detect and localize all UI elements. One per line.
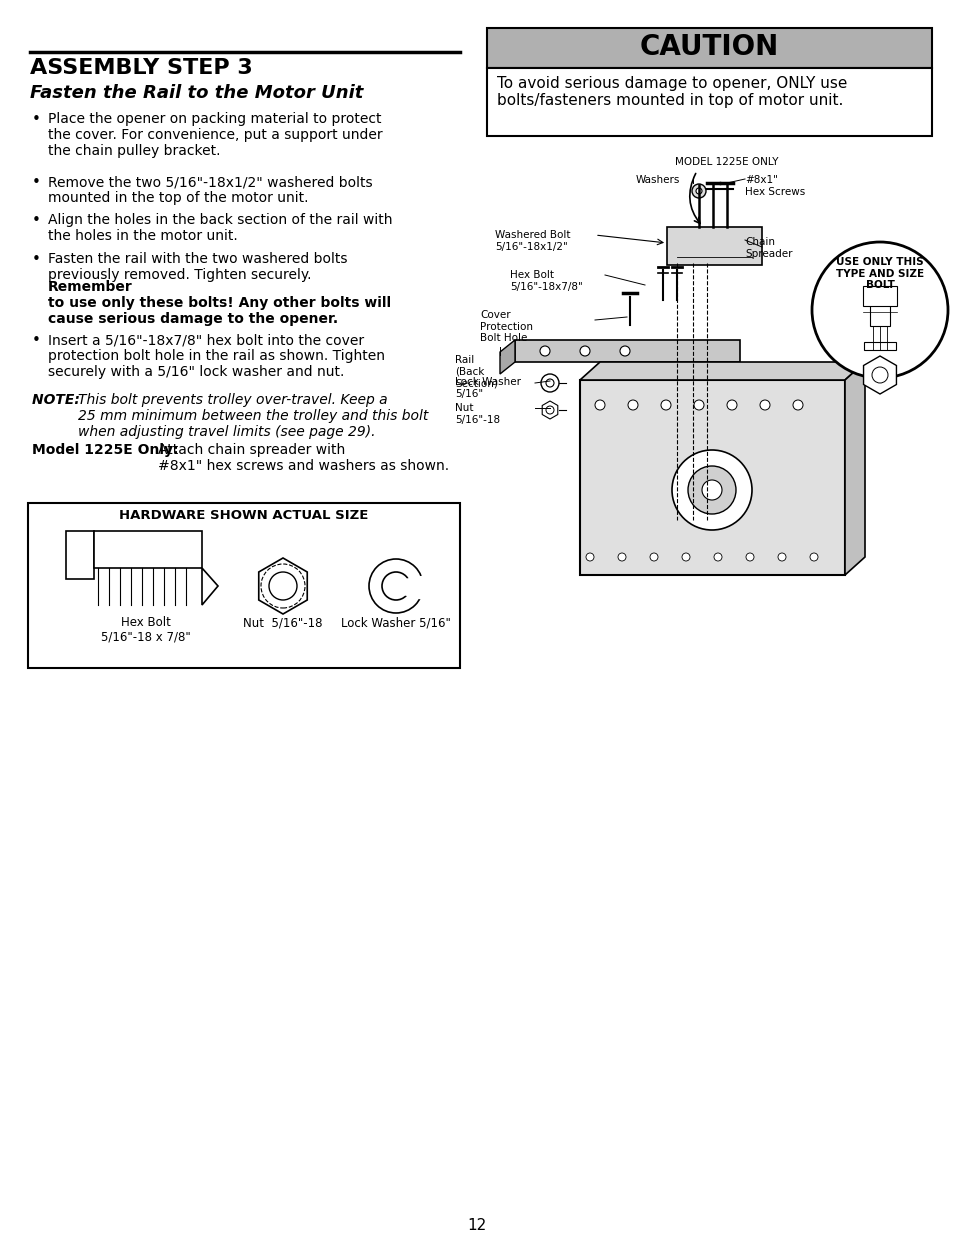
Circle shape	[691, 184, 705, 198]
Bar	[486, 68, 931, 136]
Circle shape	[745, 553, 753, 561]
Text: Nut  5/16"-18: Nut 5/16"-18	[243, 616, 322, 629]
Bar	[579, 380, 844, 576]
Circle shape	[681, 553, 689, 561]
Polygon shape	[499, 340, 515, 374]
Polygon shape	[844, 362, 864, 576]
Circle shape	[811, 242, 947, 378]
Circle shape	[778, 553, 785, 561]
Text: Hex Bolt
5/16"-18 x 7/8": Hex Bolt 5/16"-18 x 7/8"	[101, 616, 191, 643]
Text: CAUTION: CAUTION	[639, 33, 779, 61]
Circle shape	[539, 346, 550, 356]
Text: MODEL 1225E ONLY: MODEL 1225E ONLY	[675, 157, 778, 167]
Bar	[863, 342, 895, 350]
Circle shape	[713, 553, 721, 561]
Circle shape	[792, 400, 802, 410]
Circle shape	[369, 559, 422, 613]
Text: Lock Washer 5/16": Lock Washer 5/16"	[341, 616, 451, 629]
Circle shape	[701, 480, 721, 500]
Circle shape	[545, 379, 554, 387]
Text: Rail
(Back
Section): Rail (Back Section)	[455, 354, 497, 388]
Text: Nut
5/16"-18: Nut 5/16"-18	[455, 403, 499, 425]
Circle shape	[693, 400, 703, 410]
Text: Washers: Washers	[635, 175, 679, 185]
Polygon shape	[395, 580, 426, 597]
Circle shape	[269, 572, 296, 600]
Circle shape	[726, 400, 737, 410]
Text: Lock Washer
5/16": Lock Washer 5/16"	[455, 377, 520, 399]
Circle shape	[687, 466, 735, 514]
Circle shape	[760, 400, 769, 410]
Polygon shape	[258, 558, 307, 614]
Circle shape	[595, 400, 604, 410]
Text: Cover
Protection
Bolt Hole: Cover Protection Bolt Hole	[479, 310, 533, 343]
Circle shape	[696, 188, 701, 194]
Text: Hex Bolt
5/16"-18x7/8": Hex Bolt 5/16"-18x7/8"	[510, 270, 582, 291]
Circle shape	[618, 553, 625, 561]
Polygon shape	[862, 356, 896, 394]
Text: 12: 12	[467, 1218, 486, 1233]
Text: Align the holes in the back section of the rail with
the holes in the motor unit: Align the holes in the back section of t…	[48, 212, 392, 243]
Text: Fasten the rail with the two washered bolts
previously removed. Tighten securely: Fasten the rail with the two washered bo…	[48, 252, 347, 283]
Text: This bolt prevents trolley over-travel. Keep a
25 mm minimum between the trolley: This bolt prevents trolley over-travel. …	[78, 393, 428, 440]
Text: To avoid serious damage to opener, ONLY use
bolts/fasteners mounted in top of mo: To avoid serious damage to opener, ONLY …	[497, 77, 846, 109]
Text: #8x1"
Hex Screws: #8x1" Hex Screws	[744, 175, 804, 196]
Text: •: •	[32, 212, 41, 228]
Circle shape	[649, 553, 658, 561]
Text: Place the opener on packing material to protect
the cover. For convenience, put : Place the opener on packing material to …	[48, 112, 382, 158]
Text: •: •	[32, 333, 41, 348]
Text: •: •	[32, 175, 41, 190]
Text: USE ONLY THIS
TYPE AND SIZE
BOLT: USE ONLY THIS TYPE AND SIZE BOLT	[835, 257, 923, 290]
Circle shape	[671, 450, 751, 530]
Circle shape	[809, 553, 817, 561]
Bar	[486, 28, 931, 68]
Bar	[94, 531, 202, 568]
Circle shape	[871, 367, 887, 383]
Text: HARDWARE SHOWN ACTUAL SIZE: HARDWARE SHOWN ACTUAL SIZE	[119, 509, 368, 522]
Text: Model 1225E Only:: Model 1225E Only:	[32, 443, 183, 457]
Text: ASSEMBLY STEP 3: ASSEMBLY STEP 3	[30, 58, 253, 78]
Bar	[862, 287, 896, 306]
Text: Washered Bolt
5/16"-18x1/2": Washered Bolt 5/16"-18x1/2"	[495, 230, 570, 252]
Text: •: •	[32, 112, 41, 127]
Circle shape	[540, 374, 558, 391]
Text: Attach chain spreader with
#8x1" hex screws and washers as shown.: Attach chain spreader with #8x1" hex scr…	[158, 443, 449, 473]
Bar	[666, 227, 761, 266]
Text: •: •	[32, 252, 41, 267]
Text: Remember
to use only these bolts! Any other bolts will
cause serious damage to t: Remember to use only these bolts! Any ot…	[48, 280, 391, 326]
Text: Fasten the Rail to the Motor Unit: Fasten the Rail to the Motor Unit	[30, 84, 363, 103]
Circle shape	[579, 346, 589, 356]
Polygon shape	[579, 362, 864, 380]
Circle shape	[627, 400, 638, 410]
Circle shape	[585, 553, 594, 561]
Text: Chain
Spreader: Chain Spreader	[744, 237, 792, 258]
Bar	[515, 340, 740, 362]
Polygon shape	[202, 568, 218, 605]
Bar	[66, 531, 94, 579]
Bar	[28, 503, 459, 668]
Circle shape	[381, 572, 410, 600]
Circle shape	[545, 406, 554, 414]
Circle shape	[619, 346, 629, 356]
Text: Insert a 5/16"-18x7/8" hex bolt into the cover
protection bolt hole in the rail : Insert a 5/16"-18x7/8" hex bolt into the…	[48, 333, 385, 379]
Text: NOTE:: NOTE:	[32, 393, 85, 408]
Polygon shape	[541, 401, 558, 419]
Text: Remove the two 5/16"-18x1/2" washered bolts
mounted in the top of the motor unit: Remove the two 5/16"-18x1/2" washered bo…	[48, 175, 373, 205]
Bar	[869, 303, 889, 326]
Circle shape	[660, 400, 670, 410]
